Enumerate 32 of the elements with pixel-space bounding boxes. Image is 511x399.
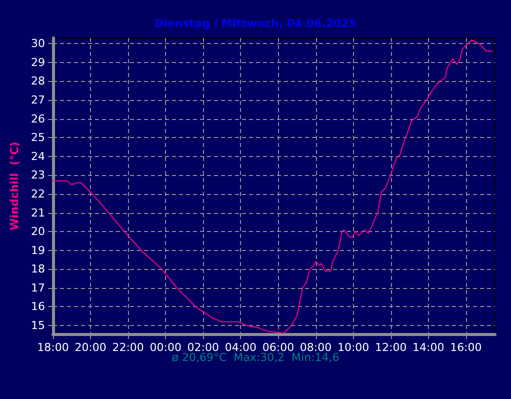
y-tick-label: 27 (31, 94, 45, 107)
y-tick-label: 28 (31, 74, 45, 88)
x-tick-label: 04:00 (224, 341, 257, 354)
y-tick-label: 22 (31, 187, 45, 200)
x-tick-label: 02:00 (187, 341, 219, 354)
x-tick-label: 14:00 (412, 341, 444, 354)
line-series (52, 39, 493, 334)
chart-title: Dienstag / Mittwoch, 04.06.2025 (154, 17, 356, 30)
y-tick-label: 24 (31, 150, 45, 163)
y-tick-label: 25 (31, 131, 45, 144)
y-tick-label: 18 (31, 262, 45, 276)
y-tick-label: 19 (31, 244, 45, 257)
y-tick-label: 15 (31, 319, 45, 332)
y-tick-label: 16 (31, 300, 45, 314)
x-tick-label: 06:00 (262, 341, 294, 354)
text: ø 20,69°C Max:30,2 Min:14,6 (172, 351, 340, 364)
y-tick-label: 26 (31, 112, 45, 126)
y-tick-label: 17 (31, 281, 45, 294)
y-tick-label: 20 (31, 225, 45, 238)
x-tick-label: 10:00 (337, 341, 370, 354)
x-tick-label: 22:00 (112, 341, 144, 354)
x-tick-label: 12:00 (374, 341, 407, 354)
x-tick-label: 00:00 (150, 341, 182, 354)
x-tick-label: 18:00 (37, 341, 69, 354)
x-tick-label: 08:00 (300, 341, 332, 354)
y-tick-label: 29 (31, 56, 45, 69)
y-tick-label: 23 (31, 168, 45, 182)
y-axis-title: Windchill (°C) (8, 142, 22, 230)
y-tick-label: 21 (31, 206, 45, 220)
x-tick-label: 16:00 (450, 341, 482, 354)
y-tick-label: 30 (31, 37, 45, 50)
x-tick-label: 20:00 (74, 341, 106, 354)
